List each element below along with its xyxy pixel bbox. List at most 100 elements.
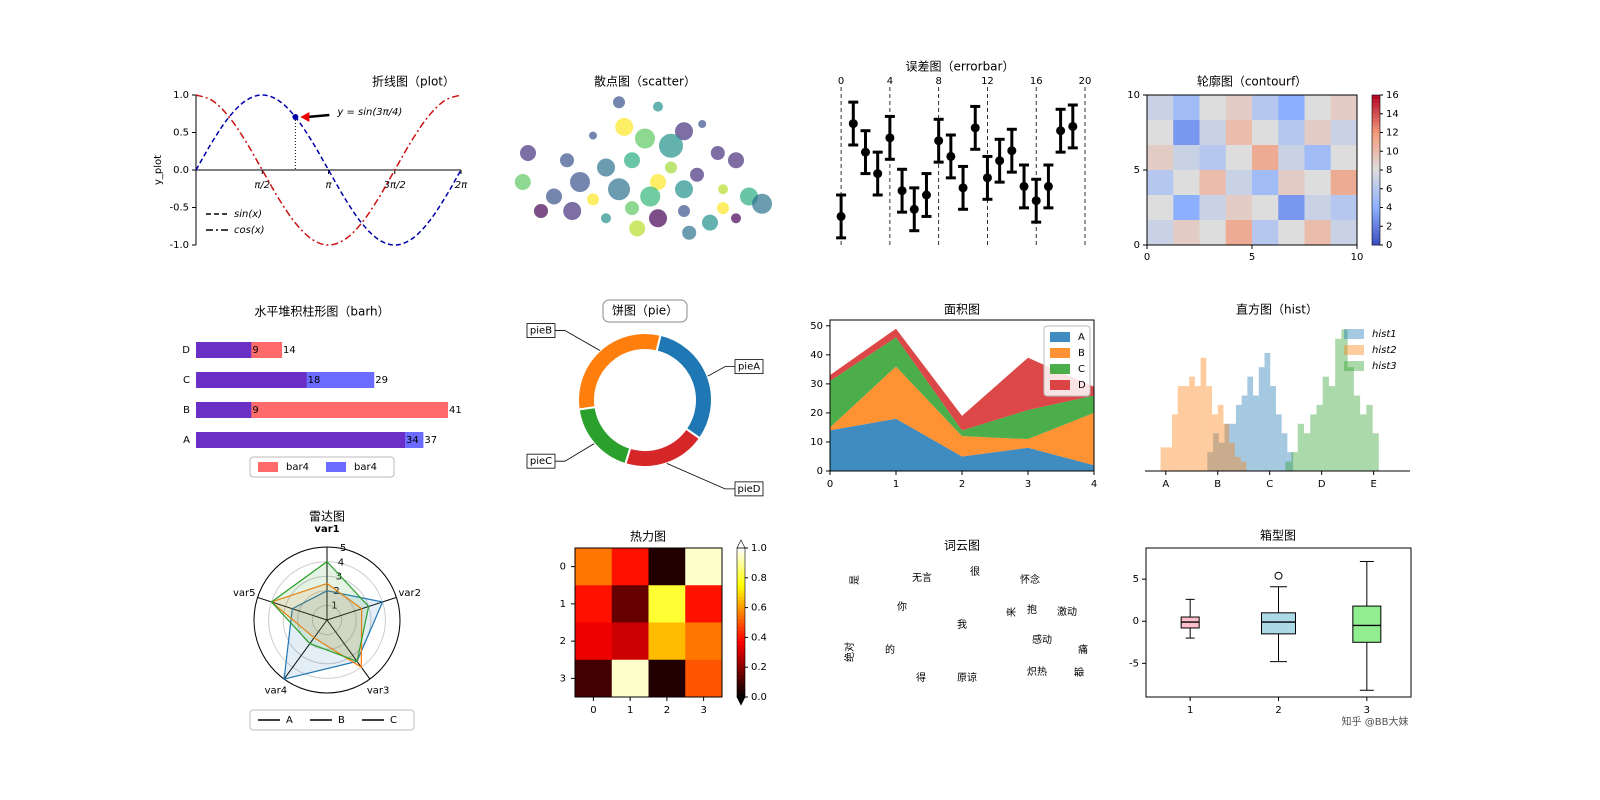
hist-bar — [1297, 423, 1304, 471]
word: 抱 — [1027, 603, 1037, 616]
contour-cell — [1278, 170, 1305, 196]
x-tick-label: 0 — [1144, 252, 1150, 263]
label-box — [734, 481, 764, 497]
bubble — [659, 133, 683, 158]
plot-frame — [574, 547, 723, 698]
bar-value-label: 9 — [252, 405, 258, 416]
y-tick-label: 0 — [1134, 240, 1140, 251]
contour-cell — [1278, 145, 1305, 171]
contour-cell — [1330, 220, 1358, 246]
bubble — [675, 122, 693, 141]
bubble — [546, 188, 562, 205]
colorbar-slice — [737, 585, 745, 590]
contour-cell — [1173, 120, 1200, 146]
colorbar-slice — [1372, 158, 1380, 163]
x-tick-label: C — [1266, 479, 1273, 490]
hist-bar — [1310, 414, 1317, 471]
bar — [196, 372, 307, 388]
colorbar-slice — [1372, 230, 1380, 235]
legend-label: sin(x) — [234, 209, 262, 220]
bar-value-label: 29 — [375, 375, 388, 386]
colorbar-slice — [737, 596, 745, 601]
colorbar-slice — [737, 588, 745, 594]
colorbar-slice — [1372, 233, 1380, 238]
point — [946, 151, 956, 161]
legend-label: D — [1078, 380, 1086, 391]
x-tick-label: 2 — [1275, 705, 1281, 716]
hist-bar — [1270, 386, 1276, 471]
contour-cell — [1199, 95, 1227, 121]
colorbar-slice — [737, 682, 745, 687]
colorbar-slice — [1372, 237, 1380, 242]
colorbar-slice — [737, 566, 745, 571]
contour-cell — [1278, 95, 1305, 121]
contour-cell — [1173, 95, 1200, 121]
contour-cell — [1278, 195, 1305, 221]
radial-tick-label: 2 — [333, 586, 339, 597]
legend-box — [1043, 325, 1091, 397]
word: 很 — [970, 565, 980, 578]
x-tick-label: 1 — [627, 705, 633, 716]
hist-bar — [1229, 442, 1235, 471]
colorbar-slice — [737, 670, 745, 676]
bubble — [534, 204, 548, 218]
colorbar-slice — [737, 693, 745, 698]
bubble — [589, 131, 597, 140]
bubble — [615, 117, 634, 136]
contour-cell — [1304, 95, 1332, 121]
colorbar-slice — [1372, 128, 1380, 133]
annotation: y = sin(3π/4) — [336, 107, 402, 118]
colorbar-slice — [1372, 121, 1380, 126]
contour-cell — [1304, 170, 1332, 196]
legend-label: B — [338, 715, 345, 726]
word: 是 — [849, 575, 861, 585]
hist-bar — [1241, 395, 1248, 471]
bar-value-label: 18 — [308, 375, 321, 386]
word: 感动 — [1032, 633, 1052, 646]
heat-cell — [611, 548, 649, 586]
x-tick-label: 4 — [887, 76, 893, 87]
word: 痛 — [1078, 643, 1088, 656]
point — [1068, 121, 1078, 131]
colorbar-slice — [1372, 143, 1380, 148]
legend-swatch — [1050, 332, 1070, 342]
colorbar-slice — [737, 577, 745, 582]
word: 的 — [885, 643, 895, 656]
colorbar-slice — [737, 648, 745, 653]
heat-cell — [575, 659, 613, 698]
bubble — [608, 178, 630, 201]
annotation-arrow — [307, 113, 330, 119]
point — [970, 123, 980, 133]
slice-label: pieD — [738, 484, 761, 495]
colorbar-slice — [737, 637, 745, 642]
colorbar-slice — [737, 644, 745, 649]
chart-title: 热力图 — [630, 530, 666, 544]
bar-value-label: 37 — [424, 435, 437, 446]
contour-cell — [1225, 170, 1253, 196]
colorbar-slice — [737, 656, 745, 661]
contour-cell — [1278, 220, 1305, 246]
bubble — [682, 225, 697, 240]
contour-cell — [1147, 220, 1174, 246]
y-tick-label: 1.0 — [173, 90, 189, 101]
slice-label: pieA — [738, 362, 760, 373]
colorbar-slice — [1372, 211, 1380, 216]
colorbar-slice — [737, 615, 745, 620]
point — [995, 156, 1005, 166]
bar-value-label: 41 — [449, 405, 462, 416]
contour-cell — [1225, 145, 1253, 171]
colorbar-slice — [1372, 173, 1380, 178]
hist-bar — [1360, 414, 1367, 471]
radial-tick-label: 3 — [336, 572, 342, 583]
hist-bar — [1160, 447, 1167, 471]
hist-bar — [1322, 376, 1329, 471]
area-series — [830, 366, 1094, 466]
contour-cell — [1147, 120, 1174, 146]
word: 无言 — [912, 571, 932, 584]
box — [1352, 605, 1382, 643]
colorbar-slice — [737, 685, 745, 690]
bubble — [752, 193, 772, 214]
x-tick-label: 2π — [455, 180, 468, 191]
hist-bar — [1223, 423, 1230, 471]
